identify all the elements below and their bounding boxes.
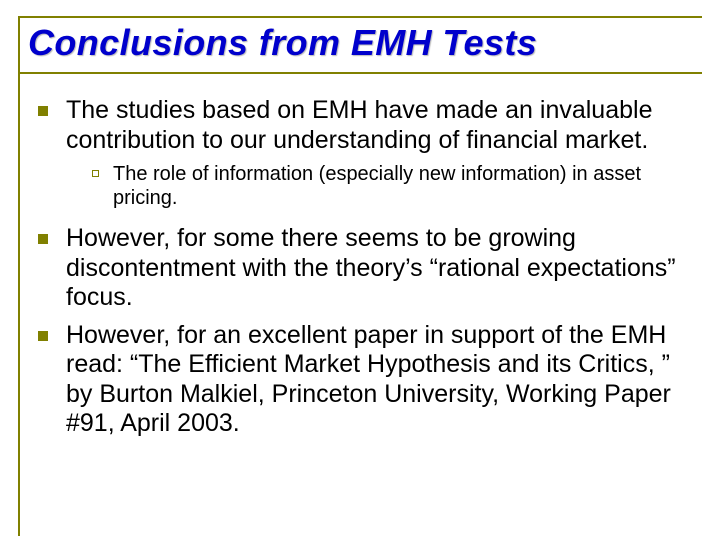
bullet-level1: However, for some there seems to be grow… bbox=[38, 224, 696, 313]
bullet-level2: The role of information (especially new … bbox=[92, 163, 696, 210]
slide: Conclusions from EMH Tests The studies b… bbox=[0, 0, 720, 540]
square-outline-bullet-icon bbox=[92, 170, 99, 177]
bullet-text: However, for an excellent paper in suppo… bbox=[66, 321, 696, 439]
bullet-text: The role of information (especially new … bbox=[113, 163, 696, 210]
square-bullet-icon bbox=[38, 234, 48, 244]
slide-title: Conclusions from EMH Tests bbox=[28, 22, 700, 63]
title-rule-top bbox=[18, 16, 702, 18]
square-bullet-icon bbox=[38, 106, 48, 116]
title-rule-bottom bbox=[18, 72, 702, 74]
bullet-text: However, for some there seems to be grow… bbox=[66, 224, 696, 313]
bullet-text: The studies based on EMH have made an in… bbox=[66, 96, 696, 155]
side-rule-left bbox=[18, 16, 20, 536]
bullet-level1: However, for an excellent paper in suppo… bbox=[38, 321, 696, 439]
square-bullet-icon bbox=[38, 331, 48, 341]
slide-body: The studies based on EMH have made an in… bbox=[38, 96, 696, 447]
bullet-level1: The studies based on EMH have made an in… bbox=[38, 96, 696, 155]
